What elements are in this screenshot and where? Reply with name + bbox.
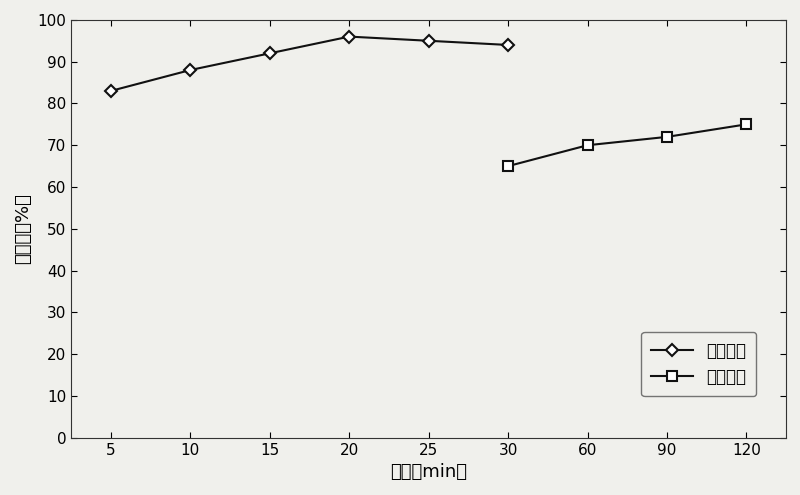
- Line: 油浴加热: 油浴加热: [503, 119, 751, 171]
- 微波加热: [265, 50, 274, 56]
- 油浴加热: [503, 163, 513, 169]
- Legend: 微波加热, 油浴加热: 微波加热, 油浴加热: [642, 332, 756, 396]
- 油浴加热: [662, 134, 672, 140]
- 微波加热: [186, 67, 195, 73]
- 微波加热: [106, 88, 116, 94]
- 油浴加热: [742, 121, 751, 127]
- Y-axis label: 液化率（%）: 液化率（%）: [14, 194, 32, 264]
- 油浴加热: [582, 142, 592, 148]
- 微波加热: [424, 38, 434, 44]
- 微波加热: [345, 34, 354, 40]
- X-axis label: 时间（min）: 时间（min）: [390, 463, 467, 481]
- 微波加热: [503, 42, 513, 48]
- Line: 微波加热: 微波加热: [106, 33, 512, 95]
